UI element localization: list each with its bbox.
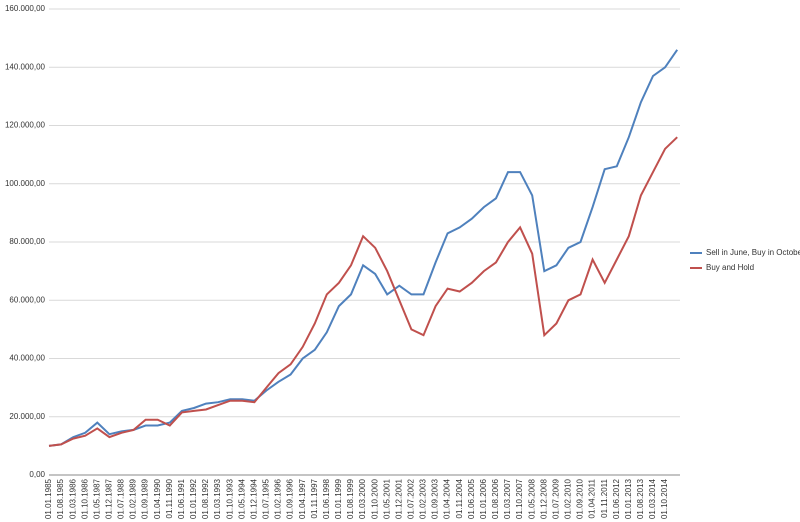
x-tick-label: 01.10.2014 — [660, 478, 669, 519]
x-tick-label: 01.03.1986 — [68, 478, 77, 519]
y-tick-label: 0,00 — [29, 470, 45, 479]
x-tick-label: 01.01.1992 — [189, 478, 198, 519]
x-tick-label: 01.12.2008 — [539, 478, 548, 519]
x-tick-label: 01.06.1991 — [177, 478, 186, 519]
x-tick-label: 01.05.1994 — [237, 478, 246, 519]
x-tick-label: 01.06.2012 — [612, 478, 621, 519]
x-tick-label: 01.06.2005 — [467, 478, 476, 519]
y-tick-label: 20.000,00 — [9, 412, 45, 421]
x-tick-label: 01.09.1996 — [286, 478, 295, 519]
y-tick-label: 120.000,00 — [5, 121, 46, 130]
x-tick-label: 01.07.1988 — [117, 478, 126, 519]
x-tick-label: 01.04.1990 — [153, 478, 162, 519]
x-tick-label: 01.11.1990 — [165, 478, 174, 518]
legend-label: Buy and Hold — [706, 263, 754, 272]
x-tick-label: 01.01.2006 — [479, 478, 488, 519]
x-tick-label: 01.08.1999 — [346, 478, 355, 519]
x-tick-label: 01.11.2004 — [455, 478, 464, 518]
x-tick-label: 01.12.2001 — [394, 478, 403, 519]
x-tick-label: 01.08.2006 — [491, 478, 500, 519]
x-tick-label: 01.08.2013 — [636, 478, 645, 519]
x-tick-label: 01.04.1997 — [298, 478, 307, 519]
x-tick-label: 01.11.2011 — [600, 478, 609, 517]
x-tick-label: 01.09.2003 — [431, 478, 440, 519]
y-tick-label: 60.000,00 — [9, 295, 45, 304]
x-tick-label: 01.06.1998 — [322, 478, 331, 519]
y-tick-label: 140.000,00 — [5, 62, 46, 71]
y-tick-label: 80.000,00 — [9, 237, 45, 246]
y-tick-label: 100.000,00 — [5, 179, 46, 188]
x-tick-label: 01.03.2007 — [503, 478, 512, 519]
x-tick-label: 01.07.1995 — [262, 478, 271, 519]
x-tick-label: 01.10.2000 — [370, 478, 379, 519]
x-tick-label: 01.01.1985 — [44, 478, 53, 519]
x-tick-label: 01.05.1987 — [92, 478, 101, 519]
x-tick-label: 01.12.1994 — [249, 478, 258, 519]
x-tick-label: 01.11.1997 — [310, 478, 319, 518]
x-tick-label: 01.03.1993 — [213, 478, 222, 519]
x-tick-label: 01.10.1986 — [80, 478, 89, 519]
x-tick-label: 01.07.2002 — [407, 478, 416, 519]
x-tick-label: 01.03.2000 — [358, 478, 367, 519]
x-tick-label: 01.02.1989 — [129, 478, 138, 519]
x-tick-label: 01.03.2014 — [648, 478, 657, 519]
x-tick-label: 01.10.2007 — [515, 478, 524, 519]
x-tick-label: 01.02.2010 — [564, 478, 573, 519]
legend-label: Sell in June, Buy in October — [706, 248, 800, 257]
x-tick-label: 01.10.1993 — [225, 478, 234, 519]
x-tick-label: 01.01.1999 — [334, 478, 343, 519]
x-tick-label: 01.02.2003 — [419, 478, 428, 519]
y-tick-label: 40.000,00 — [9, 354, 45, 363]
x-tick-label: 01.12.1987 — [105, 478, 114, 519]
series-line — [48, 49, 679, 447]
x-tick-label: 01.07.2009 — [551, 478, 560, 519]
x-tick-label: 01.09.1989 — [141, 478, 150, 519]
x-tick-label: 01.05.2008 — [527, 478, 536, 519]
x-tick-label: 01.05.2001 — [382, 478, 391, 519]
x-tick-label: 01.04.2004 — [443, 478, 452, 519]
x-tick-label: 01.02.1996 — [274, 478, 283, 519]
x-tick-label: 01.04.2011 — [588, 478, 597, 518]
x-tick-label: 01.08.1985 — [56, 478, 65, 519]
y-tick-label: 160.000,00 — [5, 4, 46, 13]
x-tick-label: 01.09.2010 — [576, 478, 585, 519]
x-tick-label: 01.01.2013 — [624, 478, 633, 519]
x-tick-label: 01.08.1992 — [201, 478, 210, 519]
series-line — [48, 136, 678, 447]
